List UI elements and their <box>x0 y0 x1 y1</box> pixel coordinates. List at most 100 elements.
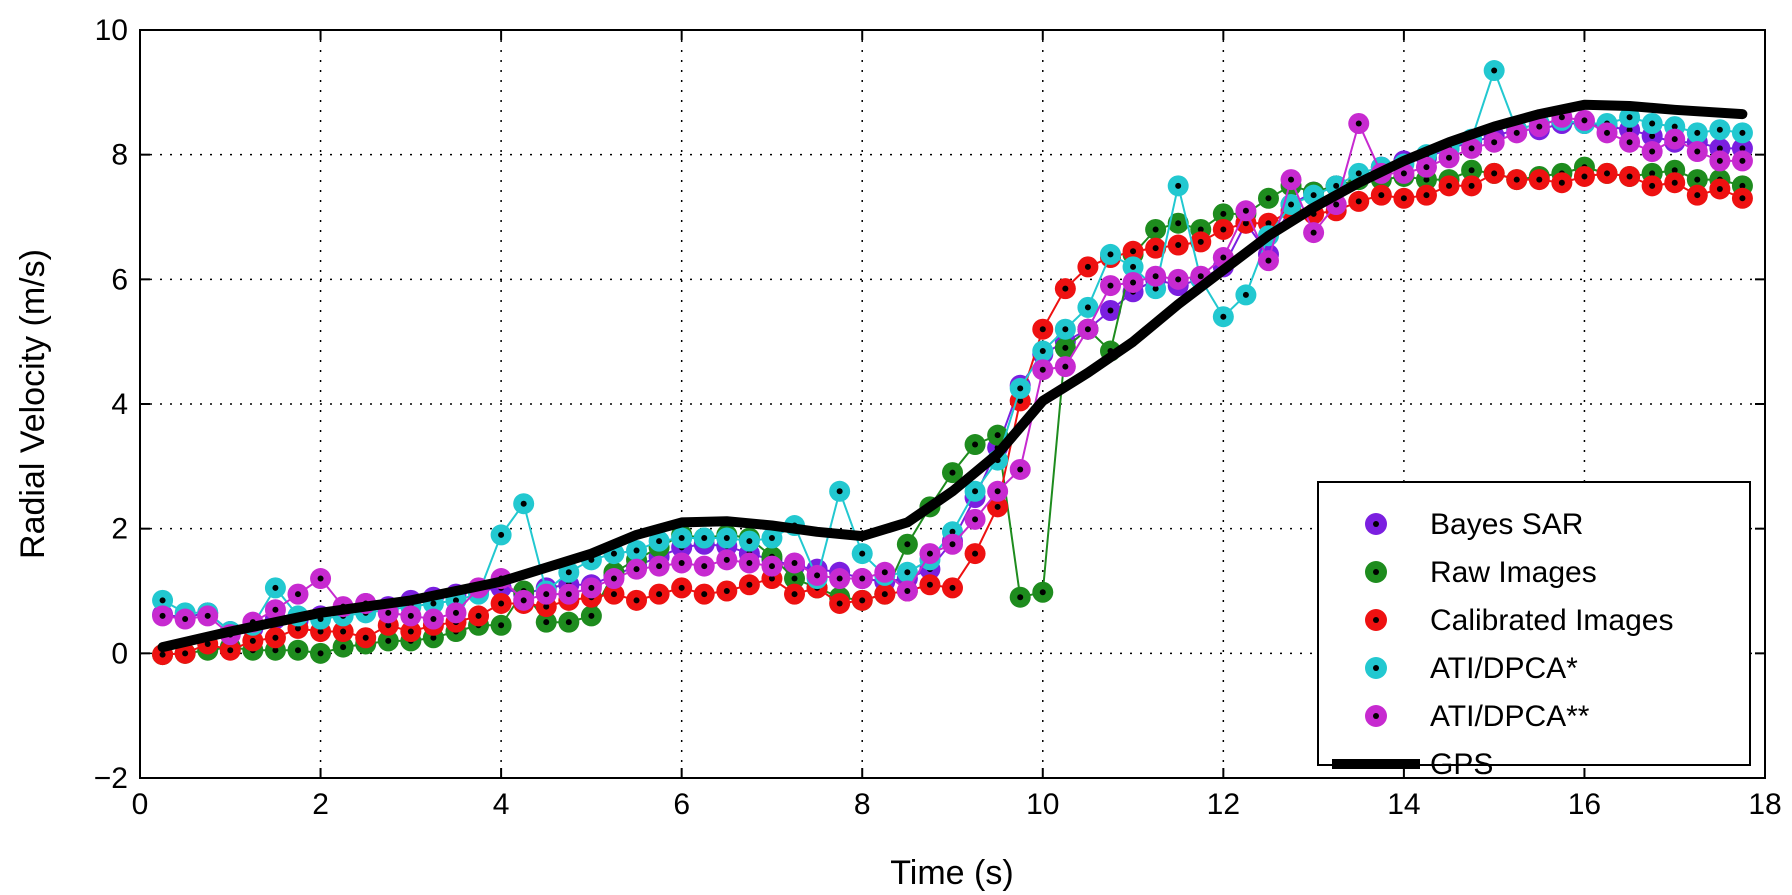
data-point-center <box>1062 326 1069 333</box>
data-point-center <box>1062 344 1069 351</box>
data-point-center <box>1062 363 1069 370</box>
data-point-center <box>1446 182 1453 189</box>
data-point-center <box>972 550 979 557</box>
x-tick-label: 0 <box>132 788 149 821</box>
data-point-center <box>294 625 301 632</box>
data-point-center <box>1671 136 1678 143</box>
legend-swatch-center <box>1373 713 1379 719</box>
data-point-center <box>1694 192 1701 199</box>
data-point-center <box>1355 120 1362 127</box>
data-point-center <box>859 575 866 582</box>
data-point-center <box>317 628 324 635</box>
data-point-center <box>701 563 708 570</box>
data-point-center <box>610 550 617 557</box>
data-point-center <box>272 584 279 591</box>
data-point-center <box>610 575 617 582</box>
data-point-center <box>272 606 279 613</box>
data-point-center <box>1716 185 1723 192</box>
x-tick-label: 4 <box>493 788 510 821</box>
data-point-center <box>1739 157 1746 164</box>
data-point-center <box>204 640 211 647</box>
data-point-center <box>1626 114 1633 121</box>
data-point-center <box>385 622 392 629</box>
data-point-center <box>1220 313 1227 320</box>
data-point-center <box>791 591 798 598</box>
data-point-center <box>949 584 956 591</box>
data-point-center <box>1355 170 1362 177</box>
series-gps <box>157 99 1748 653</box>
data-point-center <box>1242 291 1249 298</box>
data-point-center <box>498 600 505 607</box>
data-point-center <box>949 469 956 476</box>
legend-swatch-center <box>1373 665 1379 671</box>
data-point-center <box>1152 245 1159 252</box>
data-point-center <box>1558 179 1565 186</box>
data-point-center <box>746 581 753 588</box>
data-point-center <box>904 569 911 576</box>
data-point-center <box>498 622 505 629</box>
legend-box <box>1317 481 1751 766</box>
data-point-center <box>1265 257 1272 264</box>
data-point-center <box>182 650 189 657</box>
data-point-center <box>1739 182 1746 189</box>
legend-label: Raw Images <box>1430 556 1597 589</box>
data-point-center <box>430 616 437 623</box>
data-point-center <box>317 650 324 657</box>
data-point-center <box>768 535 775 542</box>
data-point-center <box>768 575 775 582</box>
data-point-center <box>972 441 979 448</box>
data-point-center <box>881 569 888 576</box>
data-point-center <box>791 575 798 582</box>
data-point-center <box>1491 67 1498 74</box>
data-point-center <box>1581 117 1588 124</box>
data-point-center <box>1017 385 1024 392</box>
legend-label: Calibrated Images <box>1430 604 1673 637</box>
data-point-center <box>1739 145 1746 152</box>
data-point-center <box>656 538 663 545</box>
data-point-center <box>1423 192 1430 199</box>
data-point-center <box>317 575 324 582</box>
y-axis-label: Radial Velocity (m/s) <box>14 249 52 559</box>
data-point-center <box>701 535 708 542</box>
data-point-center <box>1107 307 1114 314</box>
data-point-center <box>1310 229 1317 236</box>
data-point-center <box>1084 263 1091 270</box>
data-point-center <box>633 547 640 554</box>
data-point-center <box>994 503 1001 510</box>
data-point-center <box>1649 132 1656 139</box>
data-point-center <box>543 619 550 626</box>
data-point-center <box>723 556 730 563</box>
data-point-center <box>791 559 798 566</box>
data-point-center <box>1175 220 1182 227</box>
data-point-center <box>565 569 572 576</box>
y-tick-label: 8 <box>111 139 128 172</box>
data-point-center <box>1649 170 1656 177</box>
data-point-center <box>972 516 979 523</box>
data-point-center <box>1062 285 1069 292</box>
data-point-center <box>340 644 347 651</box>
x-tick-label: 8 <box>854 788 871 821</box>
data-point-center <box>249 637 256 644</box>
data-point-center <box>1604 129 1611 136</box>
data-point-center <box>1265 220 1272 227</box>
data-point-center <box>1220 254 1227 261</box>
legend-label: ATI/DPCA* <box>1430 652 1578 685</box>
data-point-center <box>520 500 527 507</box>
data-point-center <box>1694 129 1701 136</box>
data-point-center <box>678 535 685 542</box>
data-point-center <box>1649 148 1656 155</box>
data-point-center <box>452 609 459 616</box>
series-layer <box>152 60 1753 666</box>
y-tick-label: 6 <box>111 263 128 296</box>
data-point-center <box>520 597 527 604</box>
data-point-center <box>385 609 392 616</box>
data-point-center <box>678 559 685 566</box>
data-point-center <box>1107 251 1114 258</box>
data-point-center <box>294 647 301 654</box>
data-point-center <box>1468 167 1475 174</box>
data-point-center <box>994 432 1001 439</box>
data-point-center <box>926 581 933 588</box>
data-point-center <box>994 488 1001 495</box>
